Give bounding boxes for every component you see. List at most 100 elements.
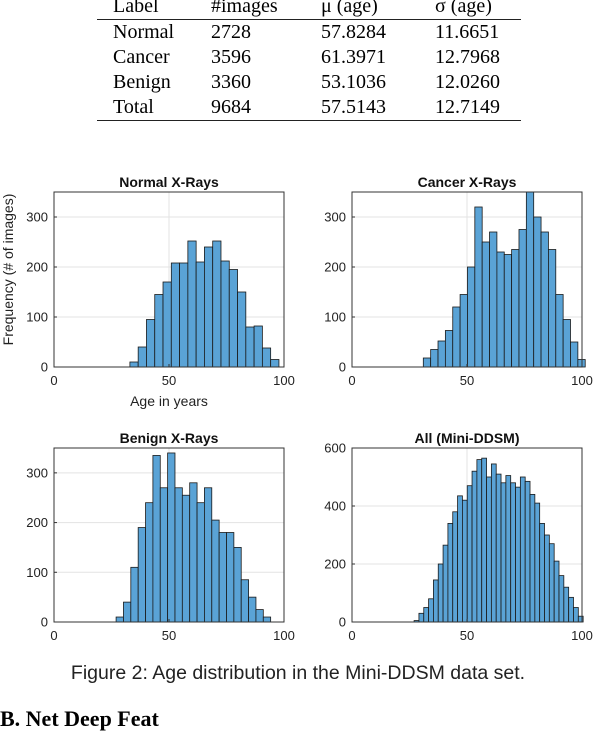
histogram-bar [466,485,473,623]
table-cell: 57.8284 [321,21,386,43]
histogram-bar [452,511,458,623]
table-row: Cancer 3596 61.3971 12.7968 [97,45,521,70]
header-label: Label [97,0,195,20]
histogram-bar [442,544,449,623]
histogram-grid: 0 50 100 0 100 200 300 Normal X-Rays Age in year… [0,174,593,643]
histogram-bar [233,547,242,623]
histogram-bar [228,269,238,368]
y-axis-label: Frequency (# of images) [0,194,16,346]
histogram-bar [490,463,497,623]
x-tick-label: 0 [50,373,57,388]
histogram-bar [555,294,564,368]
chart-title: Cancer X-Rays [418,174,517,190]
histogram-bar [548,249,557,368]
histogram-bar [423,607,429,623]
histogram-bar [563,586,570,623]
header-std-age: σ (age) [419,0,521,20]
histogram-bar [189,482,198,623]
histogram-bar [433,579,439,623]
histogram-bar [510,482,516,623]
histogram-bar [447,523,454,623]
table-cell: 53.1036 [321,71,386,93]
histogram-bar [568,596,574,623]
y-tick-label: 0 [41,360,48,375]
histogram-bar [145,502,154,623]
histogram-bar [167,452,176,623]
table-cell: 9684 [195,95,305,121]
histogram-bar [437,563,444,623]
histogram-bar [524,480,531,623]
histogram-bar [533,216,542,368]
table-cell: 3360 [211,71,251,93]
histogram-bar [237,291,247,368]
histogram-bar [248,596,257,623]
histogram-bar [486,476,492,623]
histogram-bar [152,455,161,623]
histogram-bar [558,575,565,623]
x-tick-label: 50 [460,373,474,388]
y-tick-label: 600 [324,441,346,456]
y-tick-label: 100 [324,310,346,325]
histogram-bar [218,532,227,623]
histogram-bar [489,231,498,368]
histogram-bar [181,494,191,623]
table-cell: 12.7968 [435,46,500,68]
histogram-bar [123,601,132,623]
histogram-bar [459,294,468,368]
histogram-bar [262,616,272,623]
y-tick-label: 0 [41,615,48,630]
x-tick-label: 0 [50,628,57,643]
histogram-bar [495,473,502,623]
histogram-bar [253,325,263,368]
histogram-bar [570,341,579,368]
histogram-bar [129,361,139,368]
histogram-bar [500,482,507,623]
histogram-bar [226,532,235,623]
y-tick-label: 300 [26,465,48,480]
histogram-bar [540,231,549,368]
histogram-bar [187,240,197,368]
y-tick-label: 200 [26,515,48,530]
table-cell: 2728 [211,21,251,43]
y-tick-label: 0 [339,360,346,375]
table-cell: 3596 [211,46,251,68]
histogram-bar [204,487,213,623]
histogram-bar [162,281,172,368]
y-tick-label: 0 [339,615,346,630]
histogram-bar [505,475,512,623]
histogram-bar [204,246,214,368]
y-tick-label: 200 [324,260,346,275]
y-tick-label: 300 [26,210,48,225]
chart-title: Benign X-Rays [120,430,219,446]
histogram-bar [240,579,249,623]
histogram-bar [467,266,476,368]
histogram-bar [481,457,487,623]
histogram-bar [452,306,461,368]
y-tick-label: 400 [324,499,346,514]
table-row: Normal 2728 57.8284 11.6651 [97,20,521,46]
section-heading: B. Net Deep Feat [0,706,159,731]
table-cell: 57.5143 [305,95,419,121]
histogram-bar [137,527,146,623]
histogram-bar [474,206,483,368]
histogram-bar [159,487,169,623]
histogram-bar [170,262,180,368]
x-tick-label: 50 [460,628,474,643]
y-tick-label: 100 [26,565,48,580]
statistics-table: Label #images μ (age) σ (age) Normal 272… [97,0,521,121]
table-cell: 12.0260 [435,71,500,93]
histogram-bar [519,476,526,623]
histogram-bar [422,357,432,368]
histogram-bar [548,543,555,623]
histogram-bar [461,499,468,623]
y-tick-label: 300 [324,210,346,225]
header-mean-age: μ (age) [305,0,419,20]
x-tick-label: 100 [273,628,295,643]
table-cell: 61.3971 [321,46,386,68]
table-cell: 12.7149 [419,95,521,121]
histogram-bar [476,459,483,623]
x-tick-label: 100 [571,628,593,643]
x-tick-label: 0 [348,628,355,643]
figure-caption: Figure 2: Age distribution in the Mini-D… [70,662,526,684]
x-tick-label: 100 [571,373,593,388]
